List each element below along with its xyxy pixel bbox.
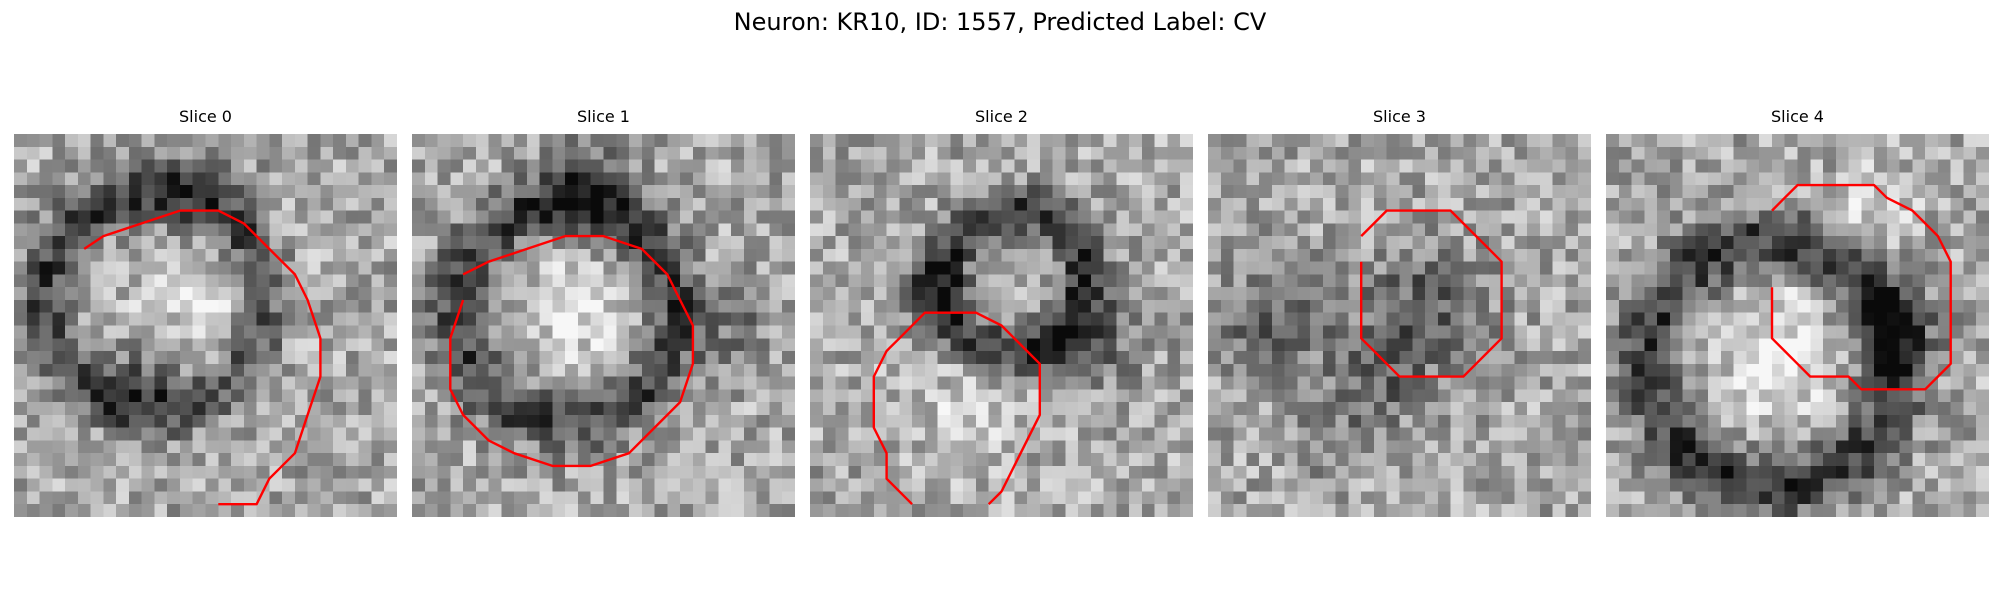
slice-image: [1606, 134, 1989, 517]
grayscale-pixels: [1606, 134, 1989, 517]
slice-title: Slice 2: [975, 107, 1028, 126]
slice-image: [810, 134, 1193, 517]
slice-title: Slice 3: [1373, 107, 1426, 126]
slice-title: Slice 0: [179, 107, 232, 126]
slice-image: [1208, 134, 1591, 517]
slice-image: [412, 134, 795, 517]
slice-panel-4: Slice 4: [1606, 107, 1989, 517]
segmentation-contour: [1359, 209, 1503, 378]
segmentation-contour: [449, 234, 695, 468]
slice-panel-3: Slice 3: [1208, 107, 1591, 517]
segmentation-contour: [1770, 183, 1952, 391]
grayscale-pixels: [1208, 134, 1591, 517]
slice-title: Slice 1: [577, 107, 630, 126]
slice-panel-1: Slice 1: [412, 107, 795, 517]
segmentation-contour: [83, 209, 322, 506]
slice-panel-2: Slice 2: [810, 107, 1193, 517]
segmentation-contour: [872, 311, 1042, 506]
figure-title: Neuron: KR10, ID: 1557, Predicted Label:…: [733, 8, 1267, 36]
grayscale-pixels: [14, 134, 397, 517]
grayscale-pixels: [412, 134, 795, 517]
slice-image: [14, 134, 397, 517]
slice-panel-0: Slice 0: [14, 107, 397, 517]
grayscale-pixels: [810, 134, 1193, 517]
slice-title: Slice 4: [1771, 107, 1824, 126]
